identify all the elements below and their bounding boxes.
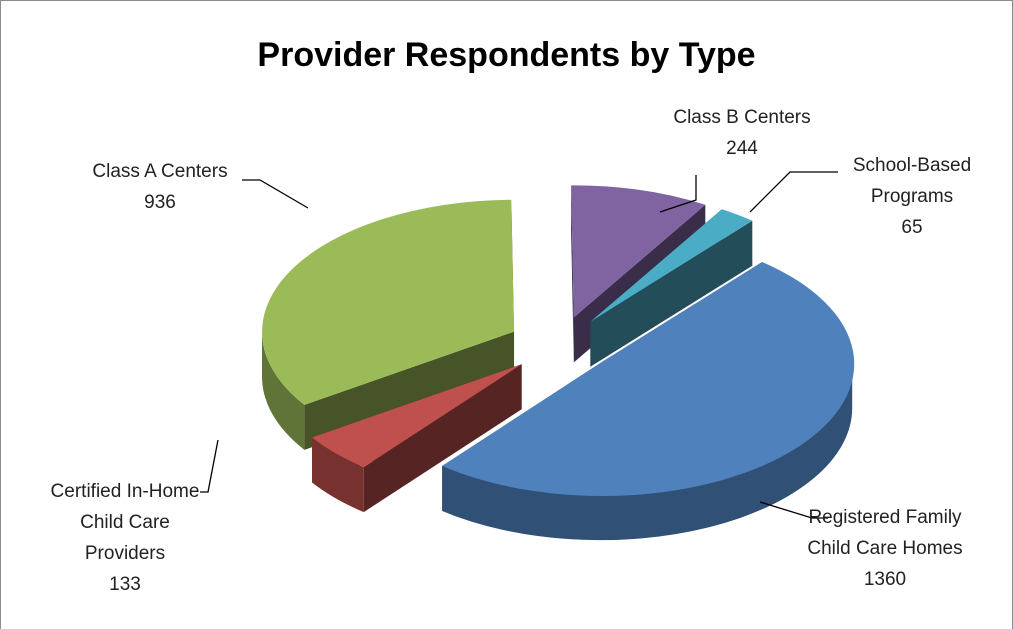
slice-wall [262,331,305,450]
label-value: 936 [144,192,176,213]
label-name: Registered Family Child Care Homes [807,507,963,559]
label-name: Class B Centers [673,107,811,128]
pie [262,185,855,541]
slice-wall [312,437,364,513]
slice-label: School-Based Programs 65 [842,150,982,243]
slice-wall [442,363,853,541]
leaders [200,171,838,519]
label-name: Class A Centers [92,161,228,182]
slice [312,364,522,468]
slice-side [571,185,574,363]
label-value: 133 [109,574,141,595]
leader-line [659,175,697,213]
slice-label: Class B Centers 244 [652,102,832,164]
slice [590,209,753,322]
leader-line [242,179,309,209]
label-value: 65 [901,217,923,238]
chart-title: Provider Respondents by Type [257,36,756,74]
slice [571,185,706,318]
slice [442,262,855,497]
leader-line [200,439,219,493]
slice [262,199,515,405]
slice-side [590,220,753,367]
slice-side [304,331,515,450]
label-value: 244 [726,138,758,159]
leader-line [759,501,828,519]
label-name: Certified In-Home Child Care Providers [50,481,200,564]
label-value: 1360 [863,569,907,590]
slice-label: Registered Family Child Care Homes 1360 [790,502,980,595]
label-name: School-Based Programs [852,155,972,207]
leader-line [749,171,838,213]
slice-label: Certified In-Home Child Care Providers 13… [40,476,210,600]
slice-label: Class A Centers 936 [60,156,260,218]
